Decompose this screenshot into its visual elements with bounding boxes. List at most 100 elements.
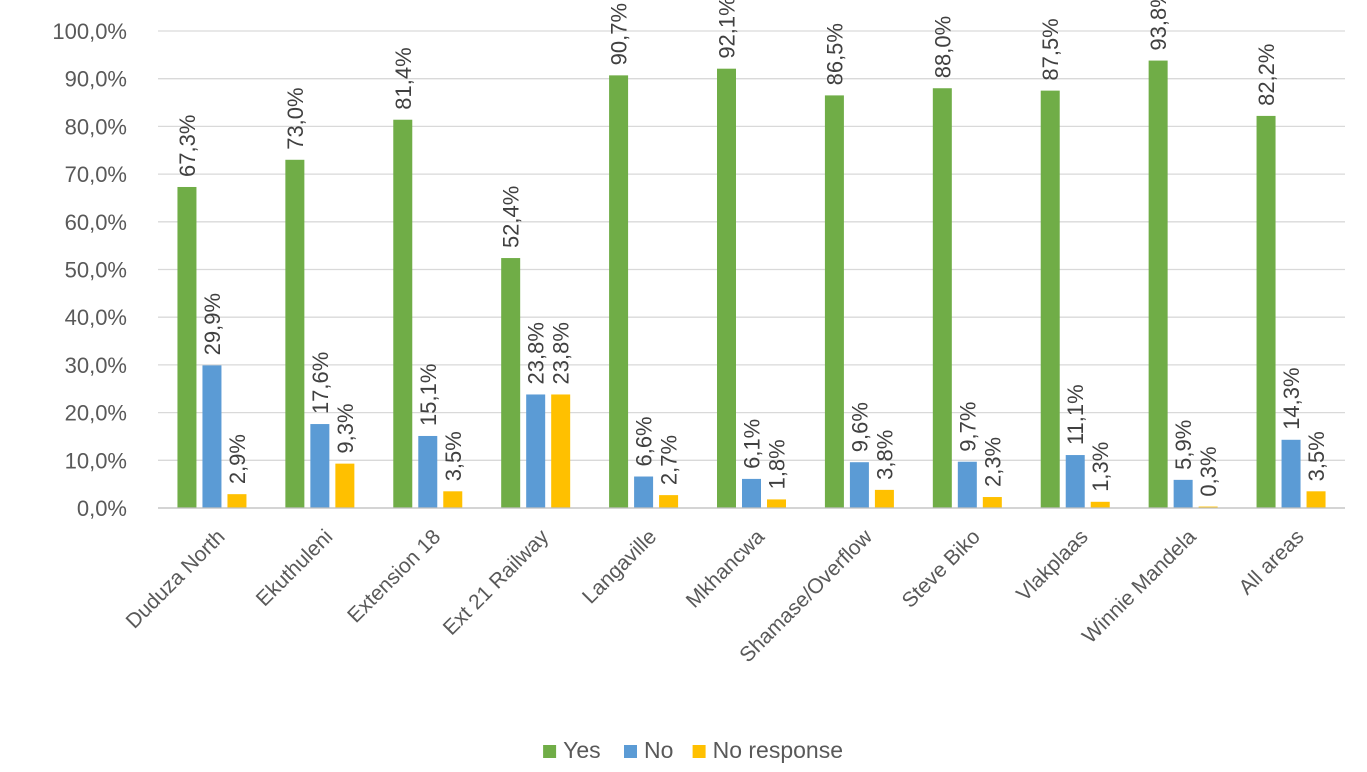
x-tick-label: Langaville: [578, 525, 661, 608]
legend-label: No response: [713, 737, 843, 763]
data-label: 90,7%: [607, 3, 632, 65]
bar: [634, 476, 654, 508]
data-label: 86,5%: [822, 23, 847, 85]
data-label: 87,5%: [1038, 18, 1063, 80]
x-tick-label: Duduza North: [122, 525, 230, 633]
bar: [932, 88, 952, 509]
bar: [742, 478, 761, 508]
x-tick-label: All areas: [1235, 525, 1309, 599]
data-label: 3,5%: [1304, 431, 1329, 481]
data-label: 29,9%: [200, 293, 225, 355]
bar: [1040, 90, 1060, 508]
bar: [874, 489, 894, 508]
data-label: 67,3%: [175, 115, 200, 177]
bar: [335, 463, 355, 508]
data-label: 0,3%: [1196, 446, 1221, 496]
legend: Yes No No response: [543, 737, 843, 763]
bar: [659, 495, 679, 508]
bar: [1198, 506, 1218, 508]
bar: [310, 424, 330, 508]
data-label: 93,8%: [1146, 0, 1171, 51]
bar: [1090, 501, 1110, 508]
y-tick-label: 90,0%: [65, 67, 127, 92]
data-label: 17,6%: [308, 352, 333, 414]
bar: [717, 68, 736, 509]
data-label: 82,2%: [1254, 44, 1279, 106]
data-label: 1,8%: [765, 439, 790, 489]
data-label: 5,9%: [1171, 420, 1196, 470]
bar: [1148, 60, 1168, 508]
bar: [1173, 479, 1193, 508]
data-label: 9,6%: [847, 402, 872, 452]
bar: [767, 499, 786, 508]
legend-item: No response: [692, 737, 843, 763]
bar: [1256, 115, 1276, 508]
bar: [526, 394, 546, 508]
data-label: 9,7%: [955, 402, 980, 452]
x-tick-label: Steve Biko: [898, 525, 985, 612]
data-label: 52,4%: [499, 186, 524, 248]
y-tick-label: 10,0%: [65, 448, 127, 473]
y-tick-label: 80,0%: [65, 114, 127, 139]
y-tick-label: 0,0%: [77, 496, 127, 521]
data-label: 1,3%: [1088, 442, 1113, 492]
data-label: 6,6%: [632, 416, 657, 466]
y-axis: 0,0% 10,0% 20,0% 30,0% 40,0% 50,0% 60,0% 70,0% 8…: [52, 19, 127, 521]
data-label: 2,9%: [225, 434, 250, 484]
data-label: 14,3%: [1279, 367, 1304, 429]
bar: [551, 394, 571, 508]
data-label: 11,1%: [1063, 384, 1088, 445]
bar: [202, 365, 222, 508]
x-tick-label: Ekuthuleni: [252, 525, 338, 611]
bar: [227, 494, 247, 508]
bars: [177, 60, 1326, 509]
bar: [393, 119, 413, 509]
bar: [443, 491, 463, 508]
data-label: 23,8%: [549, 322, 574, 384]
x-tick-label: Vlakplaas: [1012, 525, 1093, 606]
y-tick-label: 30,0%: [65, 353, 127, 378]
y-tick-label: 60,0%: [65, 210, 127, 235]
bar: [501, 258, 521, 508]
bar: [1281, 439, 1301, 508]
data-label: 3,8%: [872, 430, 897, 480]
x-tick-label: Ext 21 Railway: [439, 525, 554, 640]
bar: [418, 435, 438, 508]
data-label: 3,5%: [441, 431, 466, 481]
gridlines: [158, 30, 1345, 509]
legend-label: Yes: [563, 737, 601, 763]
y-tick-label: 70,0%: [65, 162, 127, 187]
y-tick-label: 40,0%: [65, 305, 127, 330]
legend-swatch: [692, 745, 706, 758]
data-label: 81,4%: [391, 47, 416, 109]
y-tick-label: 20,0%: [65, 401, 127, 426]
legend-swatch: [543, 745, 557, 758]
data-label: 6,1%: [740, 419, 765, 469]
legend-item: No: [624, 737, 673, 763]
y-tick-label: 100,0%: [52, 19, 127, 44]
data-label: 23,8%: [524, 322, 549, 384]
x-tick-label: Extension 18: [343, 525, 445, 627]
data-label: 2,3%: [980, 437, 1005, 487]
bar: [177, 186, 197, 508]
legend-swatch: [624, 745, 637, 758]
x-tick-label: Mkhancwa: [682, 525, 769, 612]
data-label: 73,0%: [283, 87, 308, 149]
legend-label: No: [644, 737, 673, 763]
bar: [1306, 491, 1326, 508]
data-label: 92,1%: [715, 0, 740, 59]
data-labels: 67,3%29,9%2,9%73,0%17,6%9,3%81,4%15,1%3,…: [175, 0, 1329, 497]
bar: [824, 95, 844, 509]
y-tick-label: 50,0%: [65, 258, 127, 283]
data-label: 9,3%: [333, 403, 358, 453]
data-label: 2,7%: [657, 435, 682, 485]
legend-item: Yes: [543, 737, 601, 763]
x-tick-label: Winnie Mandela: [1078, 525, 1201, 648]
bar: [849, 462, 869, 508]
bar: [285, 159, 305, 509]
data-label: 15,1%: [416, 364, 441, 426]
bar: [957, 461, 977, 508]
bar: [1065, 455, 1085, 508]
